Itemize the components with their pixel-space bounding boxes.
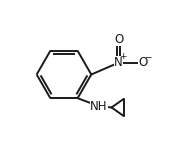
- Text: +: +: [119, 52, 126, 61]
- Text: N: N: [114, 56, 123, 69]
- Text: NH: NH: [90, 100, 108, 113]
- Text: −: −: [144, 53, 151, 62]
- Text: O: O: [138, 56, 148, 69]
- Text: O: O: [114, 33, 123, 46]
